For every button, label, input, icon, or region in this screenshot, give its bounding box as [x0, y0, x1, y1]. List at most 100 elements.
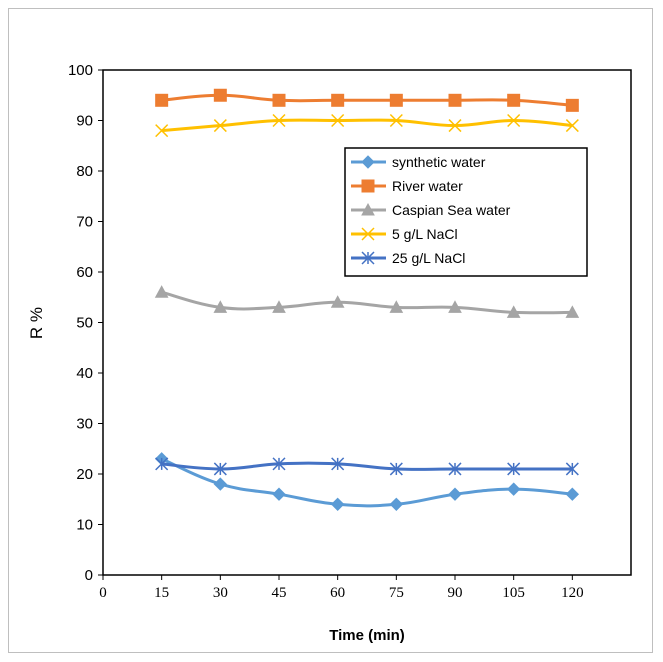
data-point — [272, 93, 286, 107]
data-point — [448, 119, 462, 133]
data-point — [507, 462, 521, 476]
series-2 — [154, 285, 580, 318]
data-point — [448, 93, 462, 107]
data-point — [155, 457, 169, 471]
y-tick-label: 30 — [76, 416, 93, 433]
marker-stroke — [361, 227, 375, 241]
data-point — [154, 285, 169, 298]
data-point — [155, 93, 169, 107]
data-point — [213, 477, 228, 491]
data-point — [213, 300, 228, 313]
x-tick-label: 120 — [561, 585, 584, 601]
marker-stroke — [331, 113, 345, 128]
series-line — [161, 290, 573, 315]
data-point — [331, 93, 345, 107]
data-point — [506, 305, 521, 318]
legend-label: River water — [392, 178, 463, 194]
y-tick-label: 60 — [76, 264, 93, 281]
data-point — [330, 295, 345, 308]
x-tick-label: 45 — [272, 585, 287, 601]
data-point — [272, 300, 286, 313]
data-point — [389, 462, 403, 476]
x-tick-label: 30 — [213, 585, 228, 601]
data-point — [565, 98, 579, 112]
marker-stroke — [155, 124, 169, 138]
y-tick-label: 20 — [76, 466, 93, 483]
x-tick-label: 0 — [99, 585, 107, 601]
series-line — [161, 461, 573, 471]
y-tick-label: 80 — [76, 163, 93, 180]
x-tick-label: 60 — [330, 585, 345, 601]
legend-item: River water — [351, 178, 463, 194]
data-point — [506, 482, 521, 496]
data-point — [389, 300, 404, 313]
marker-stroke — [272, 113, 286, 128]
legend-marker — [361, 227, 375, 241]
legend: synthetic water River water Caspian Sea wa… — [344, 147, 588, 277]
data-point — [565, 305, 580, 318]
data-point — [507, 113, 521, 128]
data-point — [331, 457, 345, 471]
data-point — [272, 113, 286, 128]
x-tick-label: 90 — [448, 585, 463, 601]
y-tick-label: 0 — [85, 567, 93, 584]
y-axis-label: R % — [27, 307, 46, 339]
x-tick-label: 105 — [502, 585, 525, 601]
series-0 — [154, 452, 580, 512]
x-axis-label: Time (min) — [329, 627, 405, 644]
data-point — [448, 300, 462, 313]
axes-layer: 0 10 20 30 40 50 60 70 80 90 100 0 15 30 45 60 75 90 105 12… — [68, 62, 584, 601]
data-point — [448, 462, 462, 476]
series-layer — [154, 88, 580, 512]
data-point — [272, 457, 286, 471]
marker-stroke — [565, 119, 579, 133]
data-point — [507, 93, 521, 107]
legend-marker — [361, 155, 375, 169]
data-point — [389, 113, 403, 128]
legend-item: 25 g/L NaCl — [351, 250, 465, 266]
y-tick-label: 50 — [76, 315, 93, 332]
y-tick-label: 10 — [76, 517, 93, 534]
legend-marker — [361, 202, 375, 216]
y-tick-label: 100 — [68, 62, 93, 79]
series-1 — [155, 88, 579, 112]
legend-item: Caspian Sea water — [351, 202, 511, 218]
data-point — [565, 462, 579, 476]
y-tick-label: 90 — [76, 113, 93, 130]
data-point — [331, 113, 345, 128]
data-point — [565, 487, 580, 501]
legend-item: 5 g/L NaCl — [351, 226, 458, 242]
y-tick-label: 70 — [76, 214, 93, 231]
legend-marker — [361, 251, 375, 265]
legend-box — [344, 147, 588, 277]
data-point — [389, 93, 403, 107]
data-point — [213, 462, 227, 476]
data-point — [213, 119, 227, 133]
legend-item: synthetic water — [351, 154, 486, 170]
chart-frame — [8, 8, 653, 653]
marker-stroke — [507, 113, 521, 128]
data-point — [213, 88, 227, 102]
x-tick-label: 15 — [154, 585, 169, 601]
y-tick-label: 40 — [76, 365, 93, 382]
legend-label: Caspian Sea water — [392, 202, 511, 218]
data-point — [155, 124, 169, 138]
marker-stroke — [448, 119, 462, 133]
plot-area — [102, 69, 632, 576]
series-4 — [155, 457, 579, 476]
marker-stroke — [213, 119, 227, 133]
data-point — [565, 119, 579, 133]
series-line — [161, 118, 573, 133]
data-point — [389, 497, 404, 512]
legend-label: 25 g/L NaCl — [392, 250, 465, 266]
legend-label: 5 g/L NaCl — [392, 226, 458, 242]
x-tick-label: 75 — [389, 585, 404, 601]
data-point — [448, 487, 462, 501]
data-point — [330, 497, 345, 512]
legend-label: synthetic water — [392, 154, 486, 170]
series-3 — [155, 113, 579, 138]
data-point — [272, 487, 286, 501]
legend-marker — [361, 179, 375, 193]
marker-stroke — [389, 113, 403, 128]
